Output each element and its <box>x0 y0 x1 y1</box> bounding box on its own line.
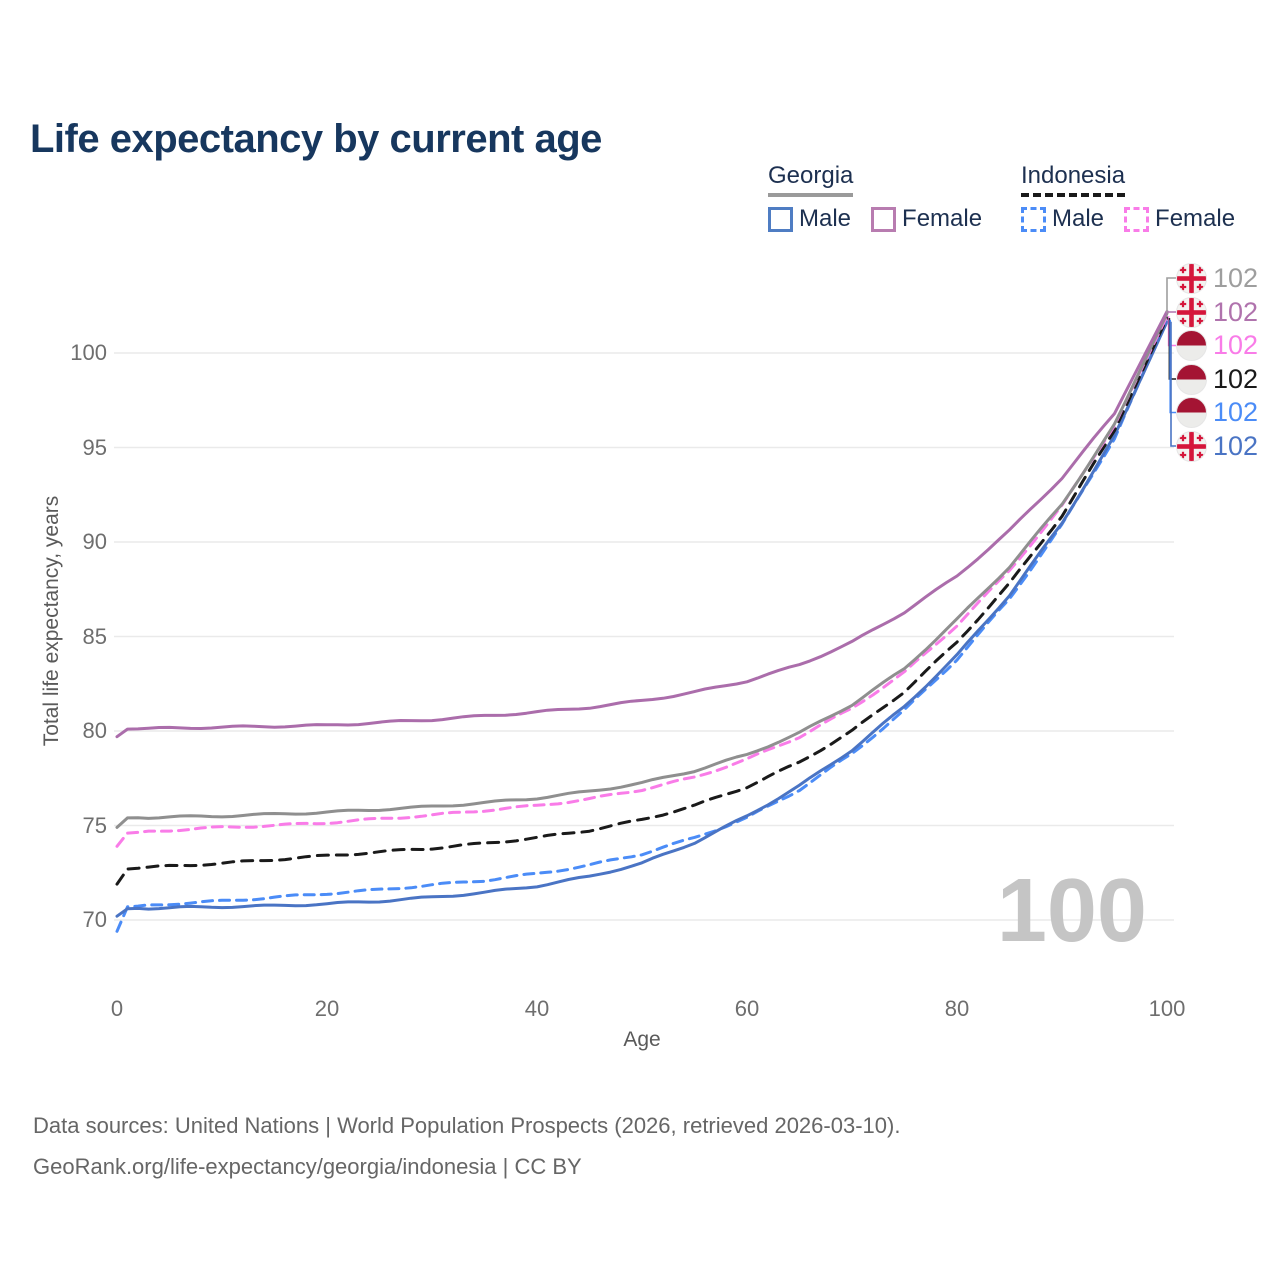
end-label-value: 102 <box>1213 262 1259 293</box>
x-tick-label: 60 <box>734 996 760 1021</box>
y-tick-label: 95 <box>82 434 107 460</box>
end-label-indonesia-all: 102 <box>1176 362 1258 396</box>
x-tick-label: 40 <box>524 996 550 1021</box>
y-tick-label: 85 <box>82 623 107 649</box>
end-label-georgia-female: 102 <box>1176 295 1258 329</box>
legend-item-label: Male <box>1052 205 1105 232</box>
end-label-value: 102 <box>1213 296 1259 327</box>
footer-data-sources: Data sources: United Nations | World Pop… <box>33 1113 901 1138</box>
series-line-georgia-male <box>115 320 1169 918</box>
legend-items-indonesia: Male Female <box>1021 205 1235 233</box>
end-label-value: 102 <box>1213 430 1259 461</box>
end-label-georgia-male: 102 <box>1176 429 1258 463</box>
legend-item-label: Female <box>902 205 983 232</box>
indonesia-flag-icon <box>1176 363 1207 395</box>
end-label-georgia-all: 102 <box>1176 261 1258 295</box>
leader-line-georgia-female <box>1167 311 1176 313</box>
legend-swatch-georgia-female <box>871 206 897 232</box>
x-tick-label: 100 <box>1148 996 1186 1021</box>
series-line-georgia-all <box>115 311 1169 829</box>
y-tick-label: 70 <box>82 907 107 932</box>
end-label-value: 102 <box>1213 330 1259 360</box>
legend-item-georgia-female[interactable]: Female <box>871 205 982 233</box>
footer: Data sources: United Nations | World Pop… <box>33 1106 900 1188</box>
end-label-indonesia-female: 102 <box>1176 329 1258 363</box>
page-title: Life expectancy by current age <box>30 116 602 161</box>
x-tick-label: 0 <box>110 996 124 1021</box>
legend-item-label: Female <box>1155 205 1236 232</box>
legend-group-georgia: Georgia Male Female <box>768 162 982 233</box>
legend-group-indonesia: Indonesia Male Female <box>1021 162 1235 233</box>
series-line-georgia-female <box>115 309 1169 739</box>
legend-item-label: Male <box>799 205 852 232</box>
end-label-value: 102 <box>1213 397 1259 427</box>
legend-swatch-indonesia-female <box>1124 206 1150 232</box>
leader-line-georgia-all <box>1166 277 1176 314</box>
footer-attribution: GeoRank.org/life-expectancy/georgia/indo… <box>33 1153 582 1179</box>
legend-item-georgia-male[interactable]: Male <box>768 205 851 233</box>
end-label-leaders <box>1166 277 1176 447</box>
series-line-indonesia-male <box>115 318 1169 933</box>
legend-country-indonesia[interactable]: Indonesia <box>1021 162 1126 197</box>
gridlines <box>114 352 1174 921</box>
legend-items-georgia: Male Female <box>768 205 982 233</box>
legend-swatch-georgia-male <box>768 206 793 232</box>
legend-country-georgia[interactable]: Georgia <box>768 162 854 197</box>
georgia-flag-icon <box>1176 296 1207 328</box>
series-line-indonesia-all <box>115 316 1169 886</box>
x-tick-label: 20 <box>314 996 340 1021</box>
legend-swatch-indonesia-male <box>1021 206 1046 232</box>
indonesia-flag-icon <box>1176 330 1207 361</box>
end-label-indonesia-male: 102 <box>1176 396 1258 430</box>
series-lines <box>115 309 1169 933</box>
x-tick-label: 80 <box>944 996 970 1021</box>
indonesia-flag-icon <box>1176 397 1207 428</box>
y-tick-label: 80 <box>82 718 107 743</box>
legend-item-indonesia-female[interactable]: Female <box>1124 205 1235 233</box>
x-axis-title: Age <box>623 1028 661 1051</box>
age-watermark: 100 <box>996 861 1147 961</box>
series-line-indonesia-female <box>115 314 1169 848</box>
y-tick-label: 100 <box>70 340 107 365</box>
georgia-flag-icon <box>1176 262 1207 294</box>
legend-item-indonesia-male[interactable]: Male <box>1021 205 1104 233</box>
end-label-value: 102 <box>1213 363 1259 394</box>
y-tick-label: 90 <box>82 529 107 554</box>
leader-line-georgia-male <box>1170 321 1176 447</box>
y-tick-label: 75 <box>82 812 107 838</box>
georgia-flag-icon <box>1176 430 1207 462</box>
